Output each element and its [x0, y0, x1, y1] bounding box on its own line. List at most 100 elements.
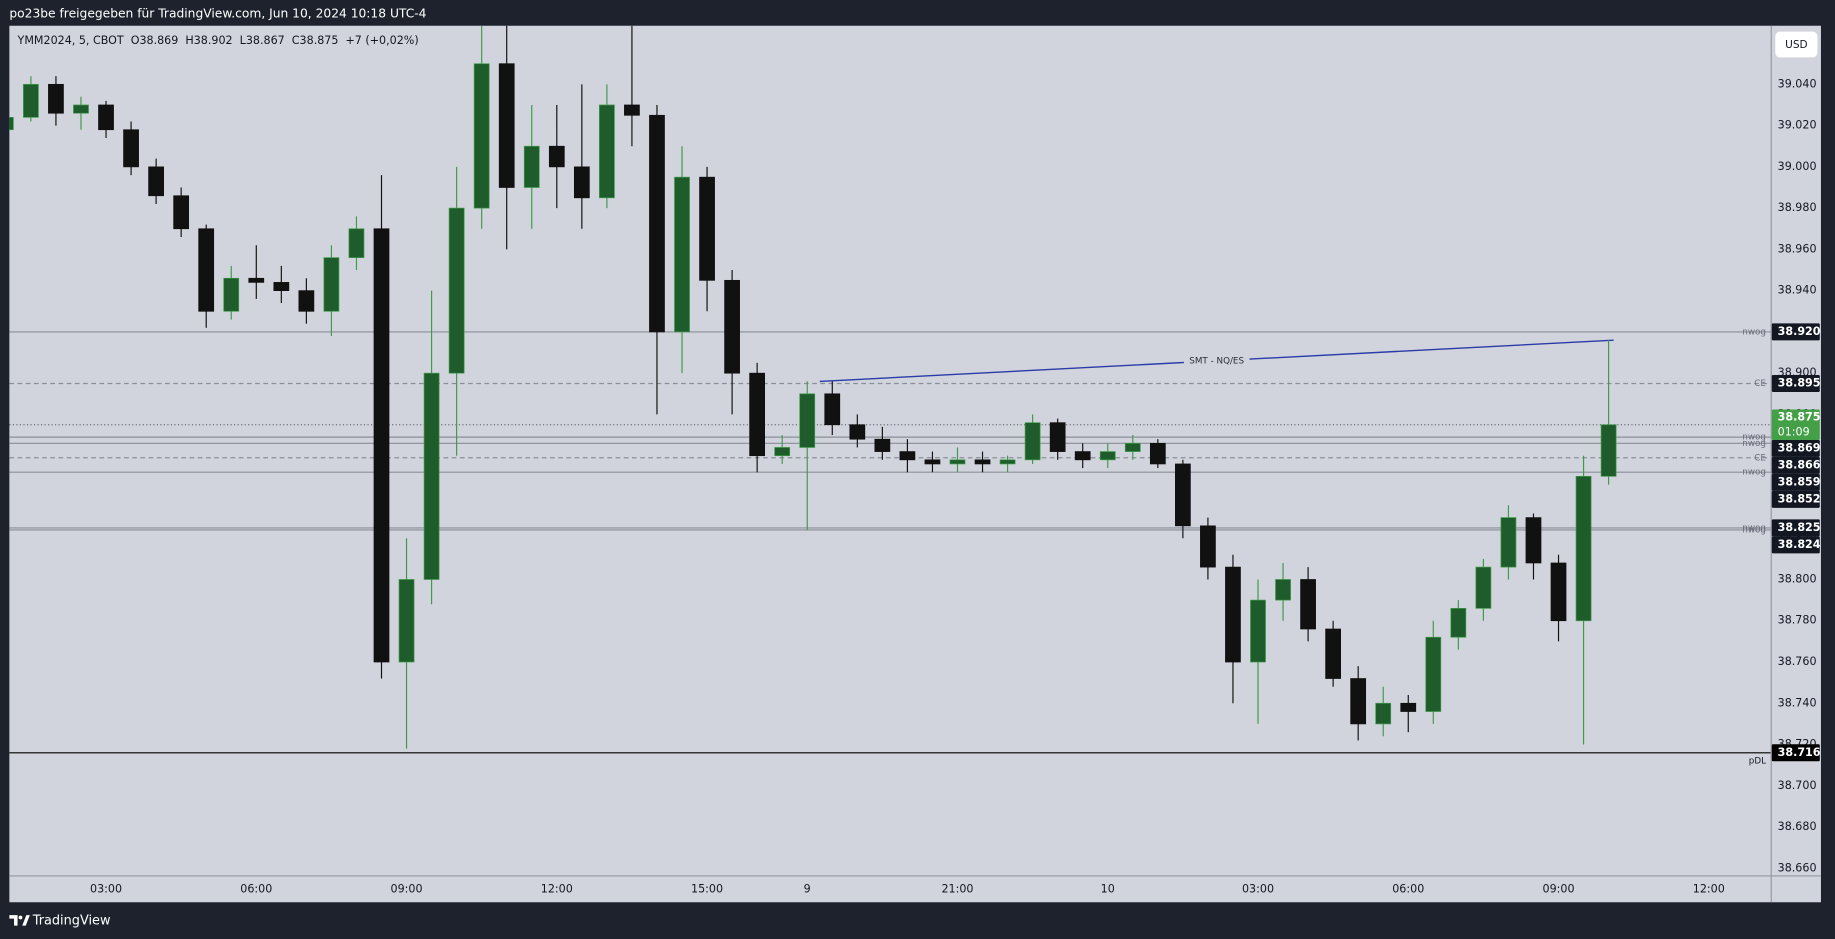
- candle-body: [473, 63, 490, 209]
- level-price-label: 38.716: [1778, 746, 1821, 759]
- level-label: nwog: [1742, 433, 1766, 443]
- candle-body: [523, 145, 540, 188]
- candle-body: [73, 104, 89, 114]
- candle-body: [1200, 525, 1216, 568]
- level-price-box: [1771, 490, 1820, 508]
- level-label: nwog: [1742, 523, 1766, 533]
- currency-button[interactable]: USD: [1785, 39, 1807, 51]
- candle-body: [749, 372, 766, 457]
- candle-body: [724, 279, 740, 374]
- level-price-label: 38.866: [1778, 458, 1821, 471]
- x-tick-label: 12:00: [1693, 882, 1725, 895]
- level-price-box: [1771, 473, 1820, 491]
- candle-body: [248, 277, 265, 283]
- level-price-label: 38.895: [1778, 376, 1821, 389]
- x-tick-label: 10: [1101, 882, 1115, 895]
- y-tick-label: 38.780: [1778, 614, 1817, 627]
- candle-body: [1149, 442, 1166, 465]
- level-label: nwog: [1742, 525, 1766, 535]
- level-price-label: 38.920: [1778, 325, 1821, 338]
- candle-body: [298, 290, 315, 312]
- y-tick-label: 38.980: [1778, 201, 1817, 214]
- y-tick-label: 38.700: [1778, 779, 1817, 792]
- y-tick-label: 39.020: [1778, 119, 1817, 132]
- candle-body: [148, 166, 164, 197]
- header: po23be freigegeben für TradingView.com, …: [9, 7, 426, 21]
- candle-body: [573, 166, 590, 199]
- candle-body: [348, 228, 365, 258]
- candle-body: [674, 176, 690, 333]
- x-tick-label: 09:00: [391, 882, 423, 895]
- x-tick-label: 12:00: [541, 882, 573, 895]
- candle-body: [123, 129, 139, 168]
- candle-body: [924, 459, 941, 465]
- level-label: CE: [1754, 379, 1766, 389]
- candle-body: [1024, 422, 1041, 461]
- x-tick-label: 06:00: [240, 882, 272, 895]
- candle-body: [1225, 566, 1241, 663]
- y-tick-label: 38.680: [1778, 820, 1817, 833]
- candle-body: [173, 195, 190, 230]
- candle-body: [1175, 463, 1191, 527]
- candle-body: [198, 228, 215, 312]
- current-price-box: [1771, 409, 1820, 440]
- candle-body: [398, 579, 415, 663]
- candle-body: [23, 83, 39, 118]
- current-price-label: 38.875: [1778, 411, 1821, 424]
- annotation-label-bg: [1183, 354, 1250, 367]
- level-price-box: [1771, 323, 1820, 341]
- x-tick-label: 03:00: [1242, 882, 1274, 895]
- candle-body: [1400, 702, 1417, 712]
- y-tick-label: 39.000: [1778, 160, 1817, 173]
- candle-body: [699, 176, 715, 281]
- legend: YMM2024, 5, CBOT O38.869 H38.902 L38.867 …: [17, 34, 419, 47]
- y-tick-label: 38.940: [1778, 284, 1817, 297]
- candle-body: [949, 459, 966, 465]
- candle-body: [423, 372, 440, 580]
- candle-body: [1475, 566, 1492, 609]
- level-price-box: [1771, 519, 1820, 537]
- axes: 38.66038.68038.70038.72038.74038.76038.7…: [90, 77, 1821, 895]
- x-tick-label: 21:00: [941, 882, 973, 895]
- level-price-label: 38.859: [1778, 475, 1821, 488]
- candle-body: [223, 277, 240, 312]
- candle-body: [1450, 608, 1467, 638]
- annotation-label: SMT - NQ/ES: [1189, 356, 1244, 366]
- level-label: nwog: [1742, 439, 1766, 449]
- candle-body: [448, 207, 465, 374]
- candle-body: [1550, 562, 1567, 622]
- candle-body: [824, 393, 841, 426]
- x-tick-label: 9: [804, 882, 811, 895]
- candle-body: [624, 104, 640, 116]
- candle-body: [799, 393, 816, 448]
- chart-background: [9, 25, 1821, 903]
- candle-body: [1099, 451, 1116, 461]
- y-tick-label: 38.760: [1778, 655, 1817, 668]
- candle-body: [649, 114, 665, 333]
- candle-body: [899, 451, 916, 461]
- candle-body: [849, 424, 866, 440]
- x-tick-label: 06:00: [1392, 882, 1424, 895]
- currency-button-bg[interactable]: [1775, 31, 1818, 58]
- x-tick-label: 03:00: [90, 882, 122, 895]
- y-tick-label: 38.800: [1778, 572, 1817, 585]
- y-tick-label: 39.040: [1778, 77, 1817, 90]
- symbol-info: YMM2024, 5, CBOT: [17, 34, 124, 47]
- x-tick-label: 15:00: [691, 882, 723, 895]
- ohlc-info: O38.869 H38.902 L38.867 C38.875 +7 (+0,0…: [131, 34, 419, 47]
- candle-body: [1300, 579, 1316, 630]
- candle-body: [1325, 628, 1341, 679]
- brand[interactable]: TradingView: [32, 913, 111, 928]
- candle-body: [9, 116, 14, 131]
- candle-body: [1425, 636, 1442, 712]
- candle-body: [1525, 517, 1542, 564]
- candle-body: [1375, 702, 1392, 725]
- y-tick-label: 38.960: [1778, 242, 1817, 255]
- brand-logo: [9, 915, 30, 926]
- candle-body: [999, 459, 1016, 465]
- candle-body: [48, 83, 64, 114]
- candle-body: [323, 257, 340, 312]
- level-label: CE: [1754, 453, 1766, 463]
- candle-body: [1350, 678, 1367, 725]
